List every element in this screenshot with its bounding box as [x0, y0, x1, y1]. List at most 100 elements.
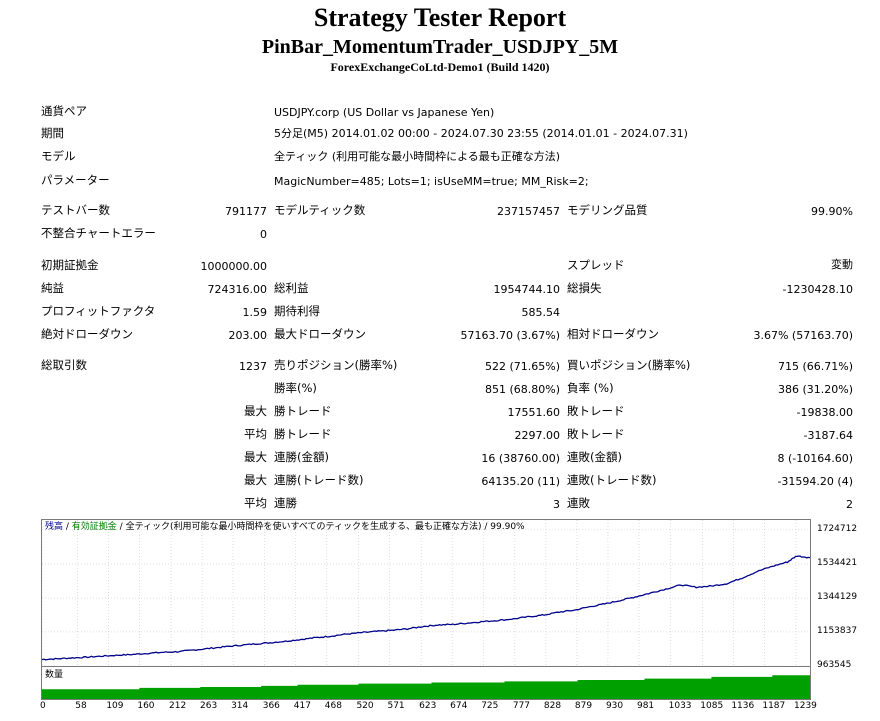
- x-tick-label: 571: [387, 701, 405, 711]
- max-consecutive-wins-value: 16 (38760.00): [481, 452, 560, 465]
- average-consecutive-prefix: 平均: [244, 496, 267, 510]
- spread-label: スプレッド: [567, 258, 625, 272]
- legend-balance: 残高: [45, 522, 64, 532]
- max-consecutive-profit-label: 連勝(トレード数): [274, 473, 364, 487]
- y-tick-label: 1153837: [817, 625, 858, 636]
- spread-value: 変動: [831, 258, 853, 271]
- max-consecutive-wins-label: 連勝(金額): [274, 450, 329, 464]
- legend-quality: 99.90%: [490, 522, 525, 532]
- x-tick-label: 366: [262, 701, 280, 711]
- largest-win-value: 17551.60: [507, 406, 561, 419]
- rel-drawdown-value: 3.67% (57163.70): [753, 329, 853, 342]
- max-consecutive-profit-value: 64135.20 (11): [481, 475, 560, 488]
- mismatch-value: 0: [260, 228, 267, 241]
- abs-drawdown-value: 203.00: [228, 329, 268, 342]
- deposit-value: 1000000.00: [200, 260, 267, 273]
- server-name: ForexExchangeCoLtd-Demo1 (Build 1420): [330, 60, 550, 74]
- total-trades-value: 1237: [239, 360, 267, 373]
- x-tick-label: 930: [605, 701, 624, 711]
- rel-drawdown-label: 相対ドローダウン: [567, 327, 659, 341]
- x-tick-label: 981: [636, 701, 655, 711]
- win-rate-value: 851 (68.80%): [484, 383, 560, 396]
- gross-loss-value: -1230428.10: [782, 283, 853, 296]
- gross-profit-label: 総利益: [274, 281, 309, 295]
- average-win-label: 勝トレード: [274, 427, 332, 441]
- x-tick-label: 777: [512, 701, 531, 711]
- max-drawdown-label: 最大ドローダウン: [274, 327, 366, 341]
- legend-equity: 有効証拠金: [71, 522, 117, 532]
- max-consecutive-count-prefix: 最大: [244, 473, 267, 487]
- x-tick-label: 263: [200, 701, 218, 711]
- max-drawdown-value: 57163.70 (3.67%): [460, 329, 560, 342]
- loss-rate-label: 負率 (%): [567, 381, 614, 395]
- profit-factor-label: プロフィットファクタ: [41, 304, 156, 318]
- average-consecutive-wins-value: 3: [553, 498, 560, 511]
- balance-line: [42, 555, 810, 661]
- period-label: 期間: [41, 126, 64, 140]
- volume-area: [42, 674, 810, 699]
- win-rate-label: 勝率(%): [274, 381, 317, 395]
- quality-label: モデリング品質: [567, 203, 648, 217]
- bars-label: テストバー数: [41, 203, 110, 217]
- gross-loss-label: 総損失: [567, 281, 602, 295]
- symbol-value: USDJPY.corp (US Dollar vs Japanese Yen): [274, 106, 495, 119]
- x-tick-label: 314: [231, 701, 249, 711]
- x-tick-label: 1033: [668, 701, 692, 711]
- legend-model: 全ティック(利用可能な最小時間枠を使いすべてのティックを生成する、最も正確な方法…: [125, 522, 482, 532]
- balance-chart: 残高 / 有効証拠金 / 全ティック(利用可能な最小時間枠を使いすべてのティック…: [41, 519, 811, 700]
- params-label: パラメーター: [41, 173, 110, 187]
- x-tick-label: 623: [419, 701, 437, 711]
- long-positions-value: 715 (66.71%): [777, 360, 853, 373]
- max-consecutive-losses-value: 8 (-10164.60): [777, 452, 853, 465]
- model-value: 全ティック (利用可能な最小時間枠による最も正確な方法): [274, 150, 561, 163]
- x-tick-label: 0: [40, 701, 46, 711]
- quality-value: 99.90%: [811, 205, 853, 218]
- x-tick-label: 725: [481, 701, 499, 711]
- params-value: MagicNumber=485; Lots=1; isUseMM=true; M…: [274, 175, 589, 188]
- average-consecutive-losses-label: 連敗: [567, 496, 590, 510]
- average-loss-value: -3187.64: [803, 429, 853, 442]
- max-consecutive-loss-value: -31594.20 (4): [777, 475, 853, 488]
- report-subtitle: PinBar_MomentumTrader_USDJPY_5M: [261, 36, 619, 58]
- x-tick-label: 879: [574, 701, 593, 711]
- x-tick-label: 417: [293, 701, 311, 711]
- legend-sep: /: [116, 522, 126, 532]
- x-tick-label: 1187: [762, 701, 786, 711]
- abs-drawdown-label: 絶対ドローダウン: [41, 327, 133, 341]
- y-tick-label: 1724712: [817, 523, 858, 534]
- legend-sep: /: [481, 522, 491, 532]
- average-loss-label: 敗トレード: [567, 427, 625, 441]
- x-tick-label: 58: [75, 701, 87, 711]
- legend-sep: /: [63, 522, 72, 532]
- max-consecutive-loss-label: 連敗(トレード数): [567, 473, 657, 487]
- net-profit-label: 純益: [41, 281, 64, 295]
- x-tick-label: 468: [324, 701, 342, 711]
- average-consecutive-losses-value: 2: [846, 498, 853, 511]
- x-tick-label: 1085: [700, 701, 724, 711]
- chart-canvas: [42, 520, 810, 699]
- chart-legend: 残高 / 有効証拠金 / 全ティック(利用可能な最小時間枠を使いすべてのティック…: [45, 522, 525, 533]
- short-positions-label: 売りポジション(勝率%): [274, 358, 398, 372]
- period-value: 5分足(M5) 2014.01.02 00:00 - 2024.07.30 23…: [274, 127, 688, 140]
- x-tick-label: 1136: [731, 701, 755, 711]
- max-consecutive-losses-label: 連敗(金額): [567, 450, 622, 464]
- y-tick-label: 1344129: [817, 591, 858, 602]
- x-tick-label: 674: [450, 701, 468, 711]
- bars-value: 791177: [225, 205, 267, 218]
- average-prefix: 平均: [244, 427, 267, 441]
- symbol-label: 通貨ペア: [41, 104, 87, 118]
- y-tick-label: 963545: [817, 660, 852, 670]
- largest-win-label: 勝トレード: [274, 404, 332, 418]
- net-profit-value: 724316.00: [207, 283, 268, 296]
- largest-loss-value: -19838.00: [796, 406, 853, 419]
- mismatch-label: 不整合チャートエラー: [41, 226, 156, 240]
- x-tick-label: 109: [106, 701, 124, 711]
- max-consecutive-prefix: 最大: [244, 450, 267, 464]
- expected-payoff-value: 585.54: [521, 306, 561, 319]
- x-tick-label: 160: [137, 701, 155, 711]
- report-title: Strategy Tester Report: [313, 3, 567, 32]
- average-win-value: 2297.00: [514, 429, 561, 442]
- ticks-label: モデルティック数: [274, 203, 366, 217]
- short-positions-value: 522 (71.65%): [484, 360, 560, 373]
- largest-loss-label: 敗トレード: [567, 404, 625, 418]
